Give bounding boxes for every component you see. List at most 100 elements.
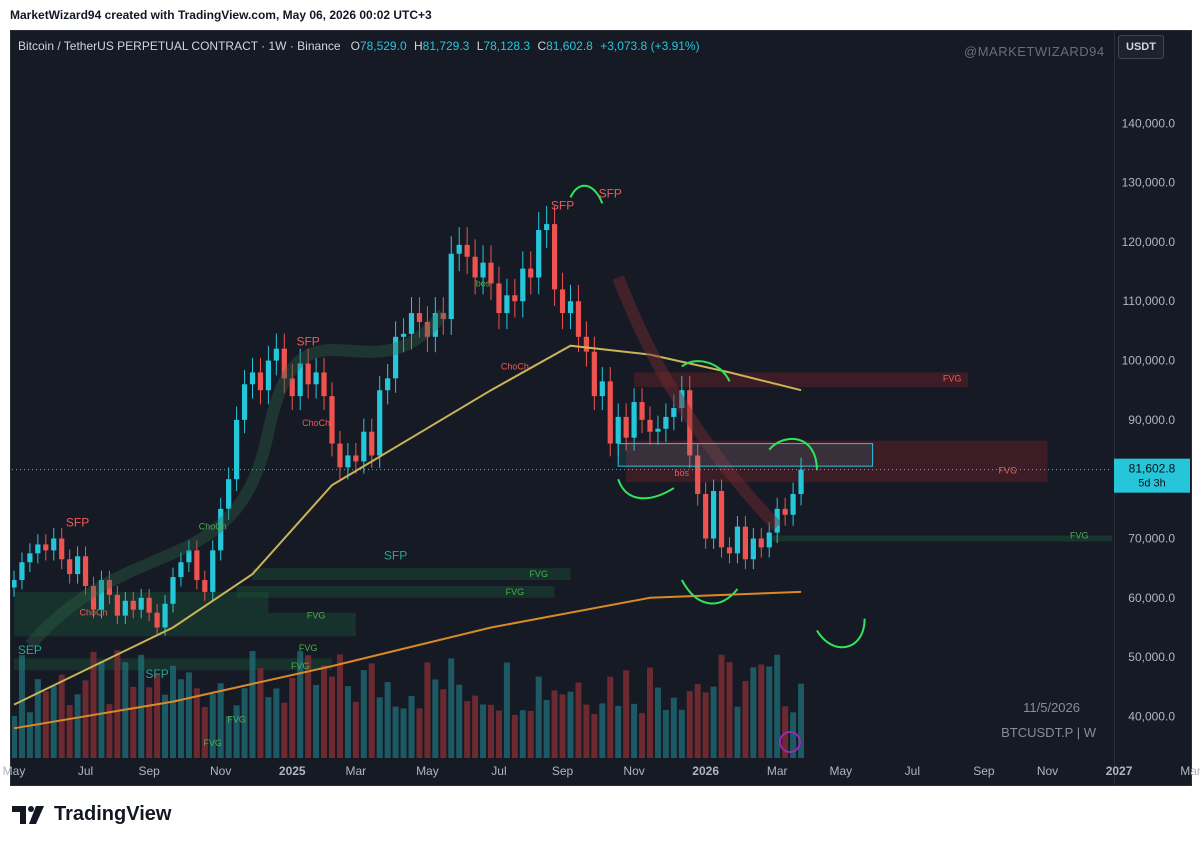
candle-body: [82, 556, 89, 586]
candle-body: [679, 390, 685, 408]
close-label: C: [537, 39, 547, 53]
volume-bar: [98, 661, 105, 758]
fvg-zone: [236, 585, 555, 598]
tradingview-logo-icon: [12, 805, 44, 824]
annotation-label: bos: [675, 468, 690, 478]
candle-body: [440, 313, 446, 320]
volume-bar: [551, 690, 558, 758]
candle-body: [12, 580, 17, 588]
candle-body: [345, 455, 351, 468]
volume-bar: [527, 710, 534, 758]
volume-bar: [12, 716, 17, 758]
candle-body: [170, 577, 176, 604]
volume-bar: [535, 676, 542, 758]
candle-body: [488, 262, 494, 284]
candle-body: [798, 469, 804, 495]
y-tick-label: 70,000.0: [1128, 532, 1175, 546]
low-label: L: [476, 39, 484, 53]
fvg-zone: [14, 612, 356, 637]
y-tick-label: 140,000.0: [1122, 116, 1176, 130]
last-price-badge: [1114, 458, 1190, 493]
lightning-icon: [779, 731, 801, 753]
fvg-zone: [14, 658, 332, 671]
candle-body: [90, 585, 97, 610]
drawn-arrow: [768, 437, 818, 471]
candle-body: [639, 402, 645, 420]
volume-bar: [495, 710, 502, 758]
volume-bar: [623, 670, 630, 758]
volume-bar: [543, 700, 550, 758]
annotation-label: FVG: [506, 587, 525, 597]
candle-body: [520, 268, 526, 302]
annotation-label: SFP: [296, 335, 319, 349]
candle-body: [162, 603, 168, 628]
candle-body: [130, 600, 136, 610]
author-watermark: @MARKETWIZARD94: [964, 44, 1105, 59]
last-price-label: 81,602.8: [1129, 462, 1176, 476]
volume-bar: [750, 667, 757, 758]
candle-body: [456, 244, 462, 254]
volume-bar: [329, 676, 335, 758]
volume-bar: [146, 687, 153, 758]
candle-body: [178, 562, 184, 578]
drawn-arrow: [816, 618, 866, 649]
volume-bar: [774, 654, 781, 758]
volume-bar: [408, 696, 415, 758]
volume-bar: [718, 654, 725, 758]
volume-bar: [154, 673, 161, 758]
volume-bar: [798, 683, 805, 758]
tradingview-logo[interactable]: TradingView: [12, 803, 171, 826]
x-tick-label: Sep: [138, 764, 160, 778]
volume-bar: [281, 702, 288, 758]
volume-bar: [734, 706, 741, 758]
volume-bar: [488, 704, 494, 758]
x-tick-label: Nov: [623, 764, 644, 778]
volume-bar: [233, 705, 240, 758]
price-scale[interactable]: [1114, 30, 1192, 786]
volume-bar: [615, 705, 622, 758]
symbol-title[interactable]: Bitcoin / TetherUS PERPETUAL CONTRACT · …: [18, 39, 341, 53]
high-value: 81,729.3: [422, 39, 470, 53]
volume-bar: [336, 654, 343, 758]
candle-body: [615, 416, 621, 444]
y-tick-label: 50,000.0: [1128, 650, 1175, 664]
candle-body: [146, 597, 152, 613]
volume-bar: [18, 655, 25, 758]
x-tick-label: Jul: [491, 764, 506, 778]
volume-bar: [273, 688, 280, 758]
candle-body: [210, 550, 216, 592]
candle-body: [536, 230, 542, 278]
annotation-label: SFP: [66, 516, 89, 530]
tradingview-wordmark: TradingView: [54, 803, 172, 825]
volume-bar: [34, 679, 41, 758]
volume-bar: [694, 684, 701, 758]
volume-bar: [480, 704, 487, 758]
candle-body: [567, 301, 574, 314]
candle-body: [361, 431, 367, 462]
candle-body: [226, 479, 232, 509]
moving-average-line: [13, 344, 802, 706]
currency-button[interactable]: USDT: [1118, 35, 1164, 59]
candle-body: [75, 556, 81, 575]
candle-body: [631, 402, 637, 438]
drawn-arrow: [681, 360, 731, 382]
volume-bar: [670, 697, 677, 758]
annotation-label: ChoCh: [199, 522, 227, 532]
candle-body: [281, 348, 287, 379]
candle-body: [234, 419, 240, 480]
x-tick-label: Mar: [346, 764, 367, 778]
candle-body: [504, 295, 510, 314]
candle-body: [766, 532, 772, 548]
volume-bar: [58, 674, 65, 758]
volume-bar: [766, 666, 773, 758]
volume-bar: [448, 658, 455, 758]
volume-bar: [647, 667, 653, 758]
candle-body: [432, 313, 438, 337]
volume-bar: [265, 697, 272, 758]
candle-body: [711, 491, 717, 539]
volume-bar: [726, 662, 733, 758]
volume-bar: [583, 704, 590, 758]
candle-body: [703, 494, 709, 539]
annotation-label: FVG: [529, 569, 548, 579]
